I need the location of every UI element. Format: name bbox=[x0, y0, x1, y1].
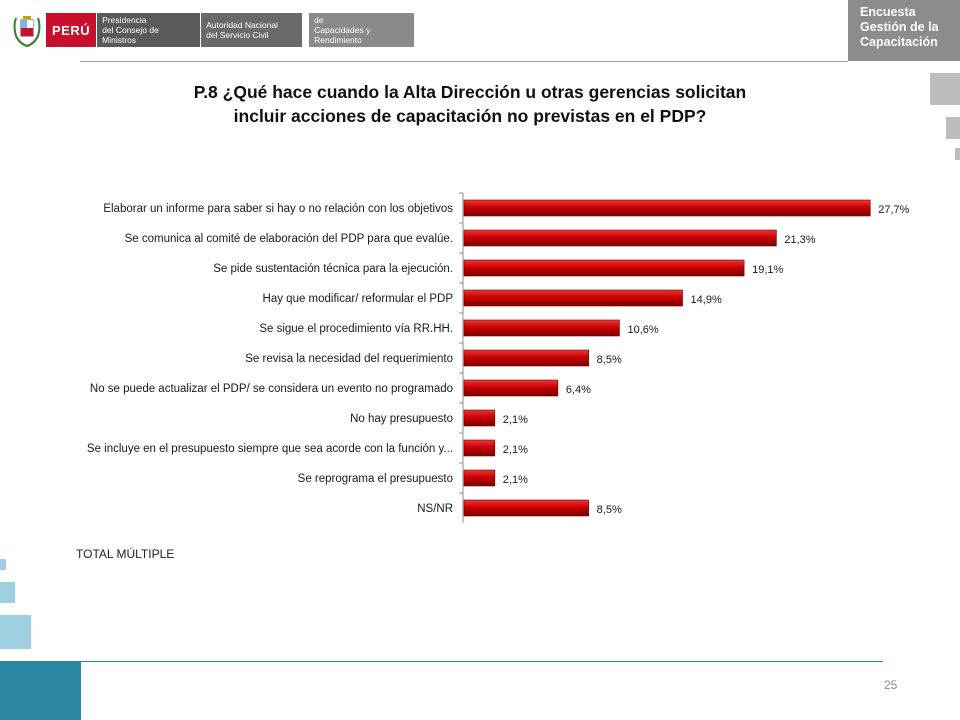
value-label: 2,1% bbox=[503, 474, 528, 486]
bar bbox=[463, 499, 589, 517]
servir-logo-line2: del Servicio Civil bbox=[206, 30, 269, 40]
survey-label-line2: Gestión de la bbox=[860, 20, 939, 34]
survey-label-line1: Encuesta bbox=[860, 5, 916, 19]
value-label: 27,7% bbox=[878, 204, 909, 216]
bar bbox=[463, 409, 496, 427]
category-label: NS/NR bbox=[417, 503, 453, 515]
peru-logo: PERÚ bbox=[46, 13, 97, 47]
chart-title-line2: incluir acciones de capacitación no prev… bbox=[233, 106, 707, 126]
bar bbox=[463, 319, 620, 337]
value-label: 6,4% bbox=[566, 384, 591, 396]
chart-title: P.8 ¿Qué hace cuando la Alta Dirección u… bbox=[150, 80, 790, 128]
deco-square-right-1 bbox=[930, 73, 960, 105]
value-label: 2,1% bbox=[503, 414, 528, 426]
servir-logo: Autoridad Nacional del Servicio Civil bbox=[200, 13, 303, 47]
page-number: 25 bbox=[884, 678, 898, 692]
value-label: 14,9% bbox=[691, 294, 722, 306]
gerencia-logo: Gerencia de Desarrollo de Capacidades y … bbox=[308, 5, 415, 55]
gerencia-logo-line2: Capacidades y Rendimiento bbox=[314, 25, 371, 45]
bar bbox=[463, 229, 777, 247]
header-divider bbox=[80, 61, 848, 62]
deco-square-left-1 bbox=[0, 559, 6, 570]
header-logos: PERÚ Presidencia del Consejo de Ministro… bbox=[12, 5, 415, 55]
total-multiple-note: TOTAL MÚLTIPLE bbox=[76, 547, 175, 561]
footer-block bbox=[0, 661, 81, 720]
deco-square-right-3 bbox=[955, 148, 960, 160]
pcm-logo: Presidencia del Consejo de Ministros bbox=[96, 13, 201, 47]
chart-title-line1: P.8 ¿Qué hace cuando la Alta Dirección u… bbox=[193, 82, 747, 102]
gerencia-logo-line3: del Servicio Civil bbox=[314, 45, 377, 55]
servir-logo-line1: Autoridad Nacional bbox=[206, 20, 278, 30]
value-label: 21,3% bbox=[784, 234, 815, 246]
bar bbox=[463, 439, 496, 457]
pcm-logo-line2: del Consejo de Ministros bbox=[102, 25, 159, 45]
category-label: Se reprograma el presupuesto bbox=[298, 473, 453, 485]
bar bbox=[463, 469, 496, 487]
bar bbox=[463, 379, 559, 397]
gerencia-logo-line1: Gerencia de Desarrollo de bbox=[314, 5, 402, 25]
bar bbox=[463, 349, 589, 367]
value-label: 8,5% bbox=[597, 504, 622, 516]
survey-label-line3: Capacitación bbox=[860, 35, 938, 49]
value-label: 8,5% bbox=[597, 354, 622, 366]
bar bbox=[463, 289, 683, 307]
value-label: 10,6% bbox=[627, 324, 658, 336]
category-label: No se puede actualizar el PDP/ se consid… bbox=[90, 383, 453, 395]
bar-chart: Elaborar un informe para saber si hay o … bbox=[87, 192, 910, 523]
category-label: Se pide sustentación técnica para la eje… bbox=[213, 263, 453, 275]
category-label: Hay que modificar/ reformular el PDP bbox=[263, 293, 454, 305]
bar bbox=[463, 199, 871, 217]
value-label: 2,1% bbox=[503, 444, 528, 456]
deco-square-left-2 bbox=[0, 582, 15, 603]
category-label: Elaborar un informe para saber si hay o … bbox=[103, 203, 453, 215]
bar bbox=[463, 259, 745, 277]
value-label: 19,1% bbox=[752, 264, 783, 276]
peru-crest-icon bbox=[12, 12, 42, 48]
deco-square-right-2 bbox=[946, 117, 960, 139]
category-label: Se comunica al comité de elaboración del… bbox=[125, 233, 453, 245]
category-label: Se revisa la necesidad del requerimiento bbox=[245, 353, 453, 365]
category-label: Se incluye en el presupuesto siempre que… bbox=[87, 443, 453, 455]
pcm-logo-line1: Presidencia bbox=[102, 15, 147, 25]
footer-divider bbox=[81, 661, 883, 662]
survey-label-box: Encuesta Gestión de la Capacitación bbox=[848, 0, 960, 61]
deco-square-left-3 bbox=[0, 615, 31, 649]
category-label: No hay presupuesto bbox=[350, 413, 453, 425]
category-label: Se sigue el procedimiento vía RR.HH. bbox=[259, 323, 453, 335]
